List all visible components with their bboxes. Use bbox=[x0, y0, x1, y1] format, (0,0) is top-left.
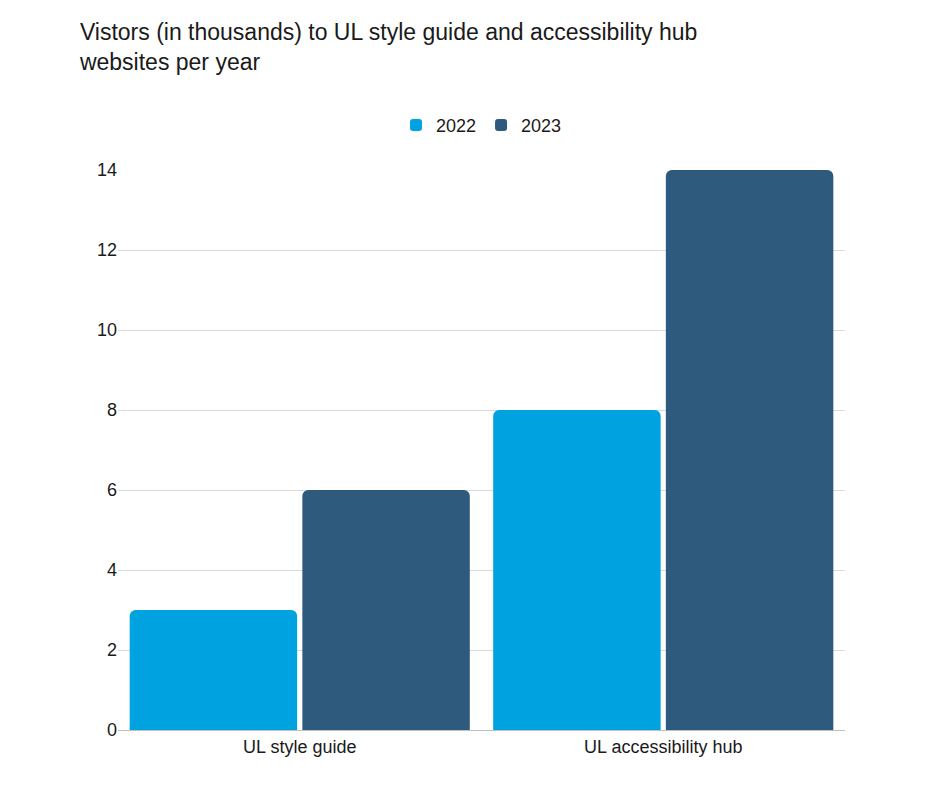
svg-text:4: 4 bbox=[107, 560, 117, 580]
svg-text:2023: 2023 bbox=[521, 116, 561, 136]
svg-text:UL accessibility hub: UL accessibility hub bbox=[584, 737, 742, 757]
svg-text:14: 14 bbox=[97, 160, 117, 180]
svg-text:2: 2 bbox=[107, 640, 117, 660]
svg-text:0: 0 bbox=[107, 720, 117, 740]
svg-text:10: 10 bbox=[97, 320, 117, 340]
svg-text:Vistors (in thousands) to UL s: Vistors (in thousands) to UL style guide… bbox=[79, 19, 698, 75]
svg-text:6: 6 bbox=[107, 480, 117, 500]
svg-text:8: 8 bbox=[107, 400, 117, 420]
svg-text:UL style guide: UL style guide bbox=[243, 737, 356, 757]
svg-text:12: 12 bbox=[97, 240, 117, 260]
svg-text:2022: 2022 bbox=[436, 116, 476, 136]
